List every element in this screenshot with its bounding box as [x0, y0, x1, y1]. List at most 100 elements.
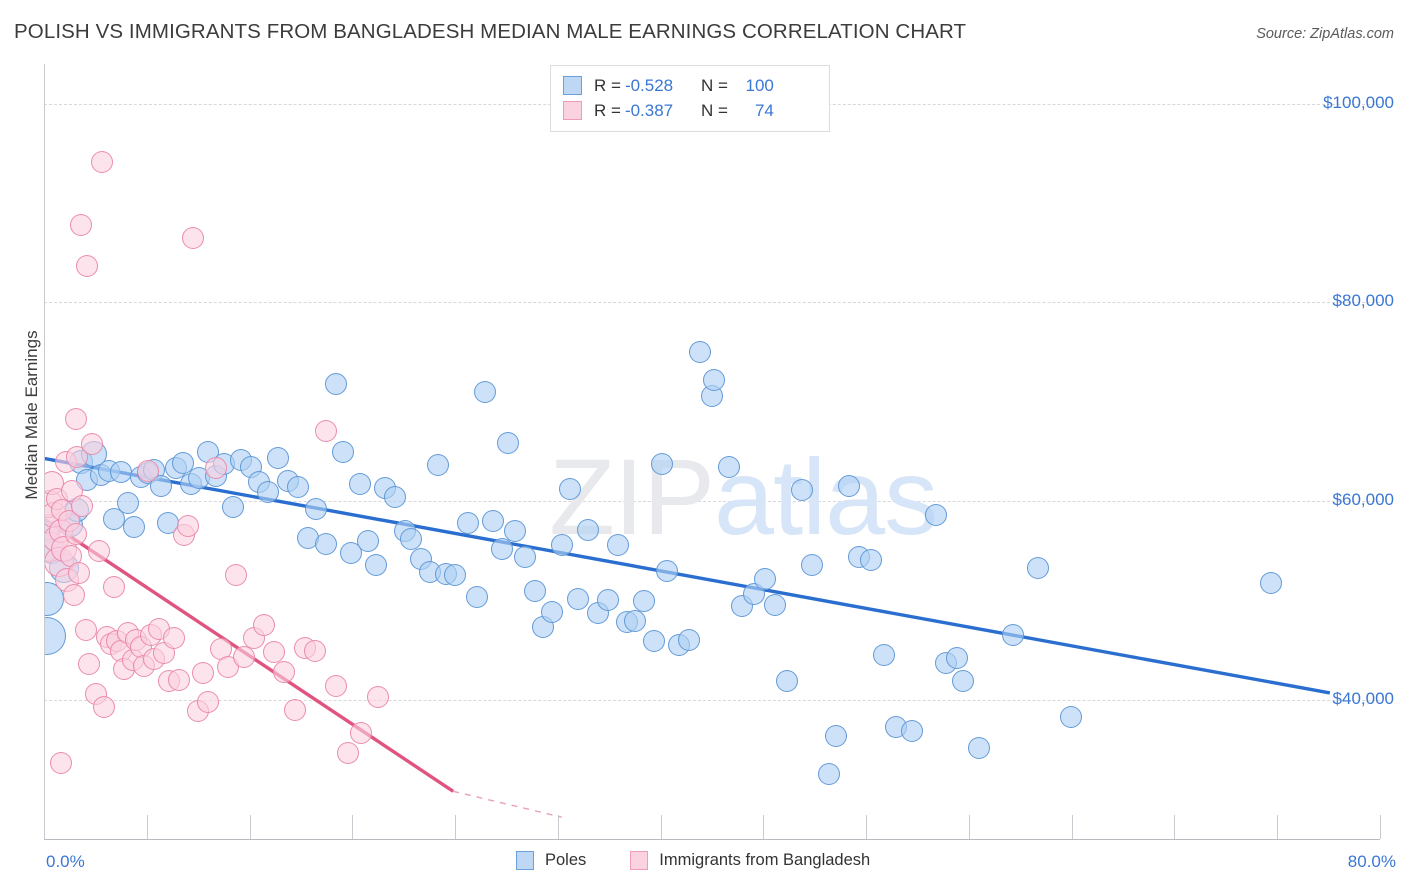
scatter-point [225, 563, 248, 586]
scatter-point [181, 226, 204, 249]
scatter-point [81, 432, 104, 455]
r-label-bangladesh: R = [594, 100, 621, 120]
scatter-point [577, 518, 600, 541]
scatter-point [473, 380, 496, 403]
scatter-point [624, 610, 647, 633]
scatter-point [824, 724, 847, 747]
scatter-point [305, 498, 328, 521]
scatter-point [331, 440, 354, 463]
scatter-point [559, 478, 582, 501]
y-axis-tick-label: $100,000 [1323, 92, 1394, 112]
scatter-point [427, 454, 450, 477]
scatter-point [503, 519, 526, 542]
n-value-bangladesh: 74 [754, 100, 774, 120]
scatter-point [1260, 571, 1283, 594]
scatter-point [91, 151, 114, 174]
scatter-point [365, 553, 388, 576]
scatter-point [702, 368, 725, 391]
scatter-point [283, 698, 306, 721]
scatter-point [457, 512, 480, 535]
scatter-point [717, 456, 740, 479]
scatter-point [490, 537, 513, 560]
gridline [44, 302, 1380, 304]
gridline [44, 699, 1380, 701]
scatter-point [801, 553, 824, 576]
y-axis-tick-label: $80,000 [1332, 291, 1394, 311]
scatter-point [64, 522, 87, 545]
scatter-point [303, 640, 326, 663]
scatter-point [567, 587, 590, 610]
scatter-point [253, 614, 276, 637]
scatter-point [540, 601, 563, 624]
x-axis-tick [763, 815, 765, 839]
x-axis-tick [249, 815, 251, 839]
scatter-point [336, 741, 359, 764]
scatter-point [383, 486, 406, 509]
scatter-point [315, 532, 338, 555]
scatter-point [103, 575, 126, 598]
source-attribution: Source: ZipAtlas.com [1256, 26, 1394, 42]
n-label-bangladesh: N = [700, 100, 728, 120]
page-title: POLISH VS IMMIGRANTS FROM BANGLADESH MED… [14, 20, 967, 43]
y-axis-title: Median Male Earnings [22, 330, 41, 500]
scatter-point [642, 630, 665, 653]
scatter-point [340, 541, 363, 564]
scatter-point [78, 653, 101, 676]
y-axis-line [44, 64, 45, 839]
scatter-point [350, 721, 373, 744]
scatter-surface [44, 64, 1380, 839]
scatter-point [607, 533, 630, 556]
scatter-point [754, 567, 777, 590]
stat-row-bangladesh: R = -0.387 N = 74 [563, 98, 819, 123]
scatter-point [66, 446, 89, 469]
x-axis-tick [1071, 815, 1073, 839]
correlation-stats-legend: R = -0.528 N = 100 R = -0.387 N = 74 [550, 65, 830, 132]
scatter-point [191, 662, 214, 685]
scatter-point [1026, 556, 1049, 579]
x-axis-label-max: 80.0% [1347, 852, 1396, 871]
legend-label-poles: Poles [545, 851, 587, 869]
scatter-point [325, 372, 348, 395]
legend-item-bangladesh[interactable]: Immigrants from Bangladesh [630, 851, 870, 870]
gridline [44, 501, 1380, 503]
x-axis-line [44, 839, 1380, 840]
swatch-bangladesh-icon [563, 101, 582, 120]
scatter-point [597, 588, 620, 611]
scatter-point [123, 516, 146, 538]
scatter-point [356, 529, 379, 552]
scatter-point [273, 661, 296, 684]
scatter-point [497, 431, 520, 454]
scatter-point [348, 473, 371, 496]
scatter-point [205, 457, 227, 480]
scatter-point [650, 453, 673, 476]
scatter-point [523, 579, 546, 602]
scatter-point [873, 644, 895, 667]
x-axis-tick [866, 815, 868, 839]
scatter-point [315, 419, 338, 442]
scatter-point [221, 496, 244, 519]
n-value-poles: 100 [745, 75, 774, 95]
scatter-point [465, 585, 488, 608]
r-label-poles: R = [594, 75, 621, 95]
scatter-point [677, 629, 700, 652]
scatter-point [64, 407, 87, 430]
scatter-point [550, 533, 573, 556]
scatter-point [68, 561, 91, 584]
scatter-point [149, 475, 172, 498]
x-axis-tick [146, 815, 148, 839]
x-axis-tick [352, 815, 354, 839]
scatter-point [171, 452, 194, 475]
n-label-poles: N = [700, 75, 728, 95]
scatter-point [1001, 624, 1024, 647]
stat-row-poles: R = -0.528 N = 100 [563, 73, 819, 98]
r-value-poles: -0.528 [624, 75, 674, 95]
scatter-point [632, 589, 655, 612]
scatter-point [513, 545, 536, 568]
legend-item-poles[interactable]: Poles [516, 851, 586, 870]
x-axis-tick [1174, 815, 1176, 839]
scatter-point [859, 548, 882, 571]
scatter-point [817, 763, 840, 786]
scatter-point [88, 539, 111, 562]
scatter-point [196, 690, 219, 713]
